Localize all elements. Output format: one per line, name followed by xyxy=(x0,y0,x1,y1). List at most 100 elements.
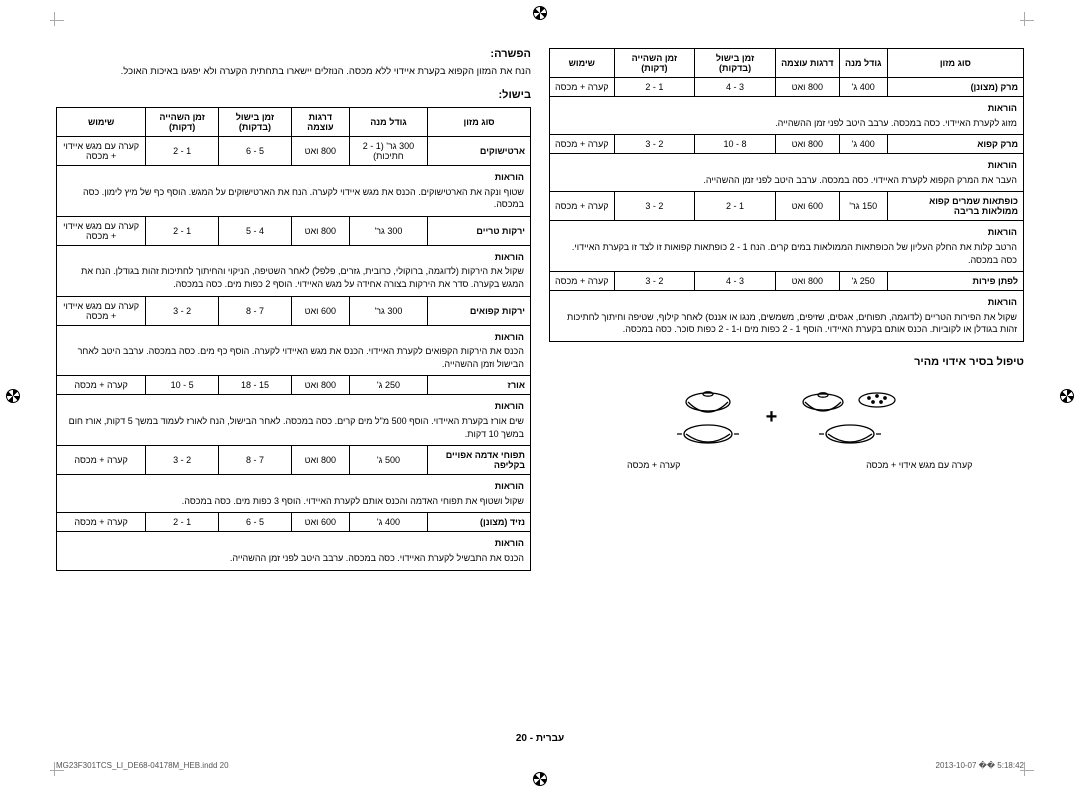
th: סוג מזון xyxy=(428,108,531,137)
td: ירקות טריים xyxy=(428,216,531,245)
instruction-cell: הוראותהכנס את הירקות הקפואים לקערת האייד… xyxy=(57,325,531,376)
instruction-row: הוראותשקול את הירקות (לדוגמה, ברוקולי, כ… xyxy=(57,245,531,296)
td: 2 - 3 xyxy=(614,272,695,291)
td: 1 - 2 xyxy=(146,216,219,245)
cooking-table-right: סוג מזון גודל מנה דרגות עוצמה זמן בישול … xyxy=(56,107,531,571)
td: קערה + מכסה xyxy=(550,272,615,291)
heading-thaw: הפשרה: xyxy=(56,48,531,60)
crop-mark xyxy=(46,12,64,30)
td: כופתאות שמרים קפוא ממולאות בריבה xyxy=(887,192,1023,221)
td: 7 - 8 xyxy=(219,296,292,325)
figure-captions: קערה עם מגש אידוי + מכסה קערה + מכסה xyxy=(549,460,1024,470)
left-column: סוג מזון גודל מנה דרגות עוצמה זמן בישול … xyxy=(549,48,1024,571)
instruction-cell: הוראותהכנס את התבשיל לקערת האיידוי. כסה … xyxy=(57,532,531,570)
sub-title: טיפול בסיר אידוי מהיר xyxy=(549,356,1024,368)
table-row: אורז250 ג'800 ואט15 - 185 - 10קערה + מכס… xyxy=(57,376,531,395)
th: זמן השהייה (דקות) xyxy=(614,49,695,78)
td: 2 - 3 xyxy=(614,135,695,154)
th: גודל מנה xyxy=(349,108,427,137)
table-row: ירקות טריים300 גר'800 ואט4 - 51 - 2קערה … xyxy=(57,216,531,245)
td: אורז xyxy=(428,376,531,395)
th: דרגות עוצמה xyxy=(775,49,839,78)
instruction-row: הוראותהכנס את הירקות הקפואים לקערת האייד… xyxy=(57,325,531,376)
instruction-row: הוראותשטוף ונקה את הארטישוקים. הכנס את מ… xyxy=(57,166,531,217)
instruction-row: הוראותשים אורז בקערת האיידוי. הוסף 500 מ… xyxy=(57,395,531,446)
td: 500 ג' xyxy=(349,446,427,475)
table-row: מרק קפוא400 ג'800 ואט8 - 102 - 3קערה + מ… xyxy=(550,135,1024,154)
heading-cook: בישול: xyxy=(56,89,531,101)
instruction-cell: הוראותשקול את הירקות (לדוגמה, ברוקולי, כ… xyxy=(57,245,531,296)
th: שימוש xyxy=(550,49,615,78)
td: תפוחי אדמה אפויים בקליפה xyxy=(428,446,531,475)
instruction-row: הוראותמזוג לקערת האיידוי. כסה במכסה. ערב… xyxy=(550,97,1024,135)
table-row: נזיד (מצונן)400 ג'600 ואט5 - 61 - 2קערה … xyxy=(57,513,531,532)
td: 800 ואט xyxy=(291,376,349,395)
figure-row: + xyxy=(549,386,1024,450)
td: קערה + מכסה xyxy=(550,135,615,154)
td: 15 - 18 xyxy=(219,376,292,395)
instruction-cell: הוראותשטוף ונקה את הארטישוקים. הכנס את מ… xyxy=(57,166,531,217)
td: 7 - 8 xyxy=(219,446,292,475)
td: קערה + מכסה xyxy=(57,376,146,395)
td: 5 - 6 xyxy=(219,513,292,532)
td: 8 - 10 xyxy=(695,135,776,154)
table-row: ארטישוקים300 גר' (1 - 2 חתיכות)800 ואט5 … xyxy=(57,137,531,166)
th: גודל מנה xyxy=(839,49,887,78)
table-row: לפתן פירות250 ג'800 ואט3 - 42 - 3קערה + … xyxy=(550,272,1024,291)
td: 600 ואט xyxy=(291,296,349,325)
td: 800 ואט xyxy=(775,272,839,291)
th: שימוש xyxy=(57,108,146,137)
td: קערה + מכסה xyxy=(57,513,146,532)
td: קערה עם מגש איידוי + מכסה xyxy=(57,216,146,245)
td: נזיד (מצונן) xyxy=(428,513,531,532)
table-row: כופתאות שמרים קפוא ממולאות בריבה150 גר'6… xyxy=(550,192,1024,221)
td: ארטישוקים xyxy=(428,137,531,166)
td: 2 - 3 xyxy=(146,296,219,325)
td: 5 - 6 xyxy=(219,137,292,166)
instruction-cell: הוראותשים אורז בקערת האיידוי. הוסף 500 מ… xyxy=(57,395,531,446)
td: 2 - 3 xyxy=(614,192,695,221)
th: זמן בישול (בדקות) xyxy=(695,49,776,78)
instruction-row: הוראותשקול את הפירות הטריים (לדוגמה, תפו… xyxy=(550,291,1024,342)
registration-mark-bottom xyxy=(533,772,547,786)
td: קערה + מכסה xyxy=(550,192,615,221)
th: דרגות עוצמה xyxy=(291,108,349,137)
td: 3 - 4 xyxy=(695,78,776,97)
td: 300 גר' xyxy=(349,216,427,245)
td: 250 ג' xyxy=(839,272,887,291)
table-row: ירקות קפואים300 גר'600 ואט7 - 82 - 3קערה… xyxy=(57,296,531,325)
instruction-row: הוראותהכנס את התבשיל לקערת האיידוי. כסה … xyxy=(57,532,531,570)
td: 1 - 2 xyxy=(695,192,776,221)
cooking-table-left: סוג מזון גודל מנה דרגות עוצמה זמן בישול … xyxy=(549,48,1024,342)
td: 2 - 3 xyxy=(146,446,219,475)
instruction-cell: הוראותהעבר את המרק הקפוא לקערת האיידוי. … xyxy=(550,154,1024,192)
td: 300 גר' (1 - 2 חתיכות) xyxy=(349,137,427,166)
registration-mark-left xyxy=(6,389,20,403)
td: 150 גר' xyxy=(839,192,887,221)
td: 1 - 2 xyxy=(146,513,219,532)
instruction-row: הוראותהעבר את המרק הקפוא לקערת האיידוי. … xyxy=(550,154,1024,192)
th: זמן השהייה (דקות) xyxy=(146,108,219,137)
steamer-bowl-lid-icon xyxy=(668,386,748,450)
page-number: עברית - 20 xyxy=(0,733,1080,744)
td: 800 ואט xyxy=(291,446,349,475)
right-column: הפשרה: הנח את המזון הקפוא בקערת איידוי ל… xyxy=(56,48,531,571)
td: 4 - 5 xyxy=(219,216,292,245)
td: 250 ג' xyxy=(349,376,427,395)
page-content: הפשרה: הנח את המזון הקפוא בקערת איידוי ל… xyxy=(0,0,1080,611)
table-row: מרק (מצונן)400 ג'800 ואט3 - 41 - 2קערה +… xyxy=(550,78,1024,97)
instruction-row: הוראותשקול ושטוף את תפוחי האדמה והכנס או… xyxy=(57,475,531,513)
td: 400 ג' xyxy=(839,135,887,154)
td: קערה עם מגש איידוי + מכסה xyxy=(57,296,146,325)
td: קערה + מכסה xyxy=(57,446,146,475)
caption: קערה עם מגש אידוי + מכסה xyxy=(815,460,1025,470)
td: 1 - 2 xyxy=(614,78,695,97)
td: 1 - 2 xyxy=(146,137,219,166)
td: קערה עם מגש איידוי + מכסה xyxy=(57,137,146,166)
td: 5 - 10 xyxy=(146,376,219,395)
table-row: תפוחי אדמה אפויים בקליפה500 ג'800 ואט7 -… xyxy=(57,446,531,475)
td: לפתן פירות xyxy=(887,272,1023,291)
td: מרק (מצונן) xyxy=(887,78,1023,97)
footer-date: 2013-10-07 �� 5:18:42 xyxy=(936,761,1024,770)
td: 800 ואט xyxy=(775,135,839,154)
